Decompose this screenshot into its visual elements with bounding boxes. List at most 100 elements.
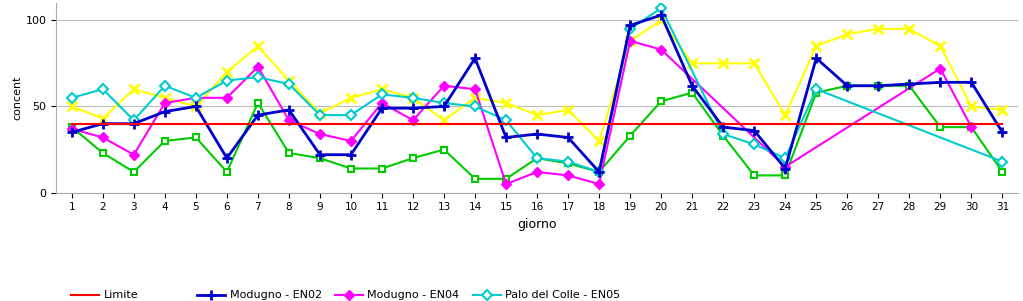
Bitonto - EN01 — [934, 125, 946, 129]
Limite — [780, 122, 792, 126]
Limite — [375, 122, 388, 126]
Palo del Colle - EN05 — [282, 82, 295, 86]
Limite — [469, 122, 481, 126]
Bitonto - EN01 — [345, 167, 357, 170]
Bitonto - EN01 — [189, 136, 202, 139]
Modugno - EN02 — [65, 131, 78, 134]
Modugno - EN03 — [500, 101, 513, 105]
Palo del Colle - EN05 — [221, 79, 233, 82]
Modugno - EN02 — [624, 23, 636, 27]
Palo del Colle - EN05 — [375, 93, 388, 96]
Bitonto - EN01 — [717, 134, 729, 138]
Limite — [65, 122, 78, 126]
Modugno - EN04 — [966, 125, 978, 129]
Modugno - EN03 — [873, 27, 885, 31]
Palo del Colle - EN05 — [469, 105, 481, 108]
Palo del Colle - EN05 — [159, 84, 171, 88]
Modugno - EN04 — [780, 165, 792, 169]
Modugno - EN02 — [407, 106, 419, 110]
Limite — [966, 122, 978, 126]
Limite — [189, 122, 202, 126]
Modugno - EN02 — [686, 84, 699, 88]
Y-axis label: concent: concent — [12, 76, 23, 120]
Palo del Colle - EN05 — [996, 160, 1009, 163]
Line: Bitonto - EN01: Bitonto - EN01 — [69, 82, 1006, 182]
Limite — [407, 122, 419, 126]
Limite — [873, 122, 885, 126]
Modugno - EN03 — [469, 96, 481, 100]
Modugno - EN04 — [624, 39, 636, 43]
Limite — [562, 122, 574, 126]
Modugno - EN04 — [282, 118, 295, 122]
Palo del Colle - EN05 — [624, 27, 636, 31]
X-axis label: giorno: giorno — [518, 218, 557, 231]
Bitonto - EN01 — [780, 174, 792, 177]
Limite — [221, 122, 233, 126]
Modugno - EN03 — [314, 112, 326, 115]
Bitonto - EN01 — [96, 151, 108, 155]
Modugno - EN03 — [562, 108, 574, 112]
Modugno - EN02 — [314, 153, 326, 157]
Legend: Limite, Bitonto - EN01, Modugno - EN02, Modugno - EN03, Modugno - EN04, Palo del: Limite, Bitonto - EN01, Modugno - EN02, … — [72, 290, 620, 301]
Limite — [903, 122, 916, 126]
Modugno - EN02 — [96, 122, 108, 126]
Palo del Colle - EN05 — [717, 132, 729, 136]
Bitonto - EN01 — [500, 177, 513, 181]
Modugno - EN02 — [780, 167, 792, 170]
Modugno - EN03 — [128, 87, 140, 91]
Bitonto - EN01 — [686, 91, 699, 95]
Modugno - EN02 — [159, 110, 171, 113]
Limite — [252, 122, 264, 126]
Bitonto - EN01 — [624, 134, 636, 138]
Bitonto - EN01 — [593, 170, 606, 174]
Bitonto - EN01 — [841, 84, 853, 88]
Modugno - EN04 — [345, 139, 357, 143]
Limite — [96, 122, 108, 126]
Line: Modugno - EN03: Modugno - EN03 — [66, 15, 1008, 146]
Limite — [934, 122, 946, 126]
Limite — [345, 122, 357, 126]
Modugno - EN03 — [717, 61, 729, 65]
Limite — [438, 122, 450, 126]
Modugno - EN02 — [810, 56, 822, 60]
Bitonto - EN01 — [407, 156, 419, 160]
Bitonto - EN01 — [873, 84, 885, 88]
Palo del Colle - EN05 — [593, 170, 606, 174]
Modugno - EN04 — [593, 182, 606, 186]
Modugno - EN03 — [282, 79, 295, 82]
Bitonto - EN01 — [996, 170, 1009, 174]
Palo del Colle - EN05 — [252, 75, 264, 79]
Modugno - EN03 — [189, 105, 202, 108]
Modugno - EN04 — [96, 136, 108, 139]
Modugno - EN02 — [903, 82, 916, 86]
Bitonto - EN01 — [531, 156, 543, 160]
Limite — [624, 122, 636, 126]
Limite — [686, 122, 699, 126]
Modugno - EN04 — [407, 118, 419, 122]
Bitonto - EN01 — [128, 170, 140, 174]
Modugno - EN03 — [686, 61, 699, 65]
Modugno - EN03 — [748, 61, 760, 65]
Limite — [531, 122, 543, 126]
Modugno - EN04 — [189, 96, 202, 100]
Limite — [159, 122, 171, 126]
Palo del Colle - EN05 — [128, 118, 140, 122]
Modugno - EN04 — [159, 101, 171, 105]
Bitonto - EN01 — [562, 162, 574, 165]
Modugno - EN02 — [252, 113, 264, 117]
Bitonto - EN01 — [375, 167, 388, 170]
Modugno - EN02 — [717, 125, 729, 129]
Bitonto - EN01 — [469, 177, 481, 181]
Modugno - EN04 — [252, 65, 264, 69]
Modugno - EN03 — [96, 117, 108, 120]
Palo del Colle - EN05 — [407, 96, 419, 100]
Modugno - EN04 — [469, 87, 481, 91]
Modugno - EN02 — [345, 153, 357, 157]
Modugno - EN03 — [252, 44, 264, 48]
Modugno - EN03 — [375, 87, 388, 91]
Palo del Colle - EN05 — [748, 143, 760, 146]
Modugno - EN02 — [934, 80, 946, 84]
Palo del Colle - EN05 — [780, 156, 792, 160]
Modugno - EN04 — [500, 182, 513, 186]
Line: Modugno - EN02: Modugno - EN02 — [66, 10, 1008, 177]
